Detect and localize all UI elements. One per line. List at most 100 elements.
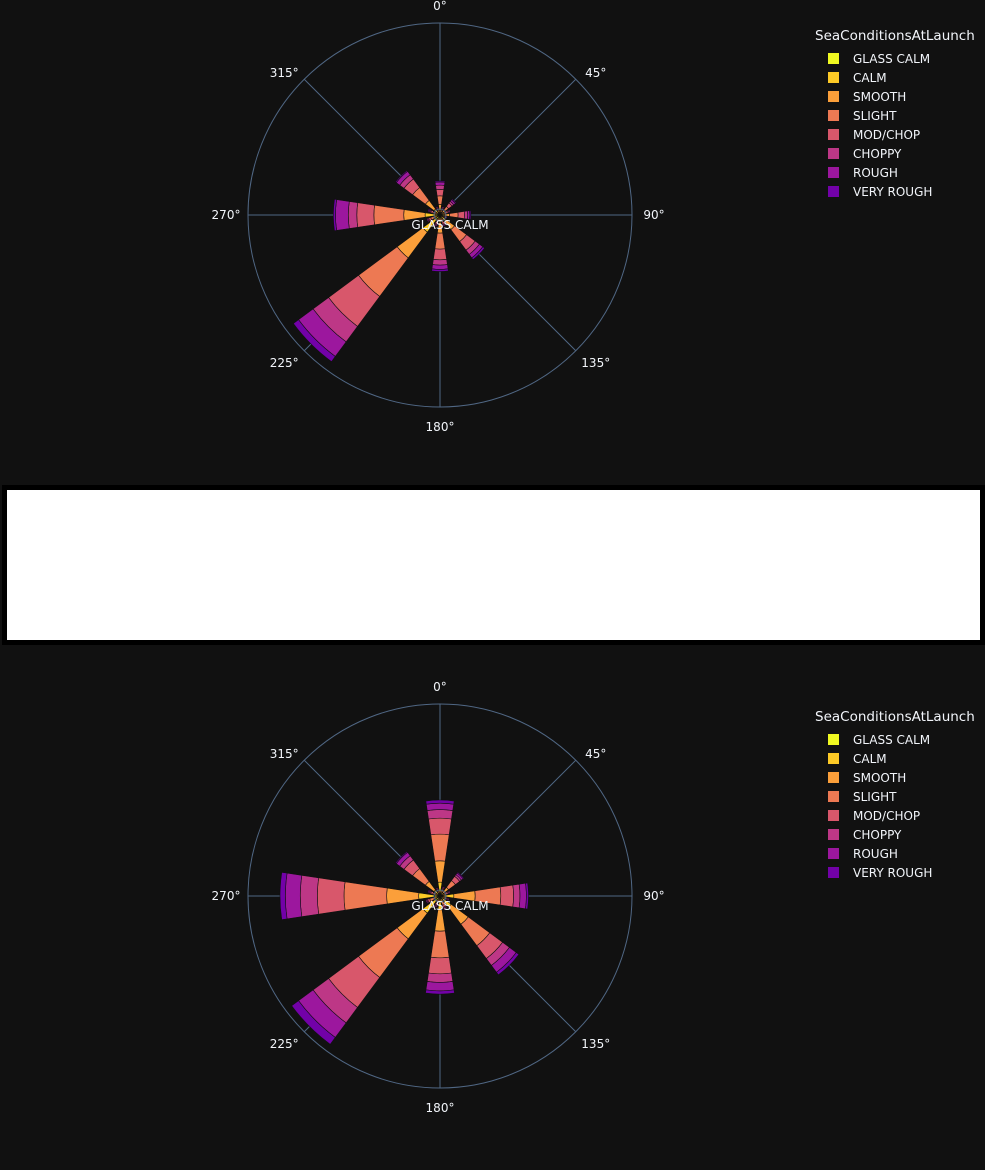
bar-segment-mod-chop[interactable] [428,956,452,975]
bar-segment-very-rough[interactable] [279,872,288,920]
angular-tick-label: 270° [212,889,241,903]
bar-segment-choppy[interactable] [300,875,320,917]
bar-segment-rough[interactable] [433,904,438,908]
legend-item-label[interactable]: SMOOTH [853,90,906,104]
bar-segment-very-rough[interactable] [471,246,486,261]
legend-item-label[interactable]: CALM [853,71,887,85]
legend-title: SeaConditionsAtLaunch [815,28,975,44]
angular-tick-label: 0° [433,680,447,694]
legend-swatch[interactable] [828,867,839,878]
legend-item-label[interactable]: VERY ROUGH [853,185,932,199]
bar-segment-very-rough[interactable] [451,198,457,204]
legend-item-label[interactable]: ROUGH [853,847,898,861]
bar-segment-rough[interactable] [442,223,447,227]
bar-segment-very-rough[interactable] [333,198,337,232]
legend-item-label[interactable]: SMOOTH [853,771,906,785]
bar-segment-rough[interactable] [431,264,449,270]
bar-segment-rough[interactable] [446,897,450,902]
bar-segment-choppy[interactable] [426,972,454,983]
angular-gridline [439,78,577,216]
bar-segment-rough[interactable] [285,872,303,920]
bar-segment-rough[interactable] [518,882,527,910]
bar-segment-rough[interactable] [434,181,446,186]
legend-swatch[interactable] [828,72,839,83]
legend-item-label[interactable]: CALM [853,752,887,766]
bar-segment-rough[interactable] [435,887,439,891]
bar-segment-mod-chop[interactable] [433,248,447,261]
bar-segment-very-rough[interactable] [434,180,446,183]
bar-segment-very-rough[interactable] [456,871,465,880]
bar-segment-very-rough[interactable] [496,952,520,976]
bar-segment-very-rough[interactable] [425,989,455,995]
bar-segment-slight[interactable] [430,833,450,862]
bar-segment-rough[interactable] [442,906,448,910]
legend-item-label[interactable]: GLASS CALM [853,733,930,747]
legend-swatch[interactable] [828,129,839,140]
legend-swatch[interactable] [828,91,839,102]
bar-segment-slight[interactable] [436,195,444,205]
bar-segment-rough[interactable] [335,199,350,231]
bar-segment-rough[interactable] [441,206,445,210]
bar-segment-mod-chop[interactable] [356,202,375,228]
bar-segment-very-rough[interactable] [469,210,472,220]
legend-item-label[interactable]: GLASS CALM [853,52,930,66]
bar-segment-slight[interactable] [449,211,459,219]
bar-segment-rough[interactable] [425,802,455,811]
bar-segment-rough[interactable] [425,981,455,992]
legend-item-label[interactable]: MOD/CHOP [853,128,920,142]
legend-item-label[interactable]: CHOPPY [853,828,902,842]
bar-segment-slight[interactable] [434,232,446,250]
legend-item-label[interactable]: CHOPPY [853,147,902,161]
legend-swatch[interactable] [828,53,839,64]
legend-swatch[interactable] [828,829,839,840]
bar-segment-rough[interactable] [426,217,430,223]
bar-segment-very-rough[interactable] [425,799,455,805]
bar-segment-very-rough[interactable] [291,1000,336,1045]
legend-item-label[interactable]: SLIGHT [853,790,897,804]
legend-title: SeaConditionsAtLaunch [815,709,975,725]
legend-item-label[interactable]: VERY ROUGH [853,866,932,880]
legend-swatch[interactable] [828,791,839,802]
bar-segment-very-rough[interactable] [394,169,409,184]
bar-segment-very-rough[interactable] [427,207,431,213]
bar-segment-smooth[interactable] [434,860,446,883]
bar-segment-rough[interactable] [425,898,429,905]
radial-axis-label: GLASS CALM [411,899,488,913]
legend-swatch[interactable] [828,734,839,745]
bar-segment-mod-chop[interactable] [499,884,514,908]
legend-swatch[interactable] [828,753,839,764]
bar-segment-choppy[interactable] [512,883,521,909]
bar-segment-rough[interactable] [441,886,446,890]
legend-item-label[interactable]: SLIGHT [853,109,897,123]
bar-segment-slight[interactable] [373,204,405,226]
bar-segment-very-rough[interactable] [427,888,431,894]
bar-segment-mod-chop[interactable] [428,817,452,836]
legend-item-label[interactable]: MOD/CHOP [853,809,920,823]
bar-segment-rough[interactable] [447,890,451,895]
bar-segment-choppy[interactable] [426,809,454,820]
bar-segment-mod-chop[interactable] [317,877,346,915]
legend-swatch[interactable] [828,148,839,159]
bar-segment-choppy[interactable] [435,184,445,191]
legend-swatch[interactable] [828,186,839,197]
bar-segment-very-rough[interactable] [394,850,409,865]
bar-segment-mod-chop[interactable] [435,189,445,197]
bar-segment-choppy[interactable] [347,201,359,229]
bar-segment-rough[interactable] [435,206,439,210]
bar-segment-very-rough[interactable] [525,882,529,910]
bar-segment-slight[interactable] [430,930,450,959]
legend-swatch[interactable] [828,772,839,783]
bar-segment-rough[interactable] [433,223,438,227]
legend-swatch[interactable] [828,848,839,859]
legend-item-label[interactable]: ROUGH [853,166,898,180]
bar-segment-very-rough[interactable] [292,319,336,363]
bar-segment-rough[interactable] [447,209,451,214]
bar-segment-very-rough[interactable] [431,268,449,272]
legend-swatch[interactable] [828,167,839,178]
radial-axis-label: GLASS CALM [411,218,488,232]
angular-tick-label: 180° [426,420,455,434]
bar-segment-slight[interactable] [343,881,388,911]
legend-swatch[interactable] [828,110,839,121]
bar-segment-choppy[interactable] [432,258,448,266]
legend-swatch[interactable] [828,810,839,821]
